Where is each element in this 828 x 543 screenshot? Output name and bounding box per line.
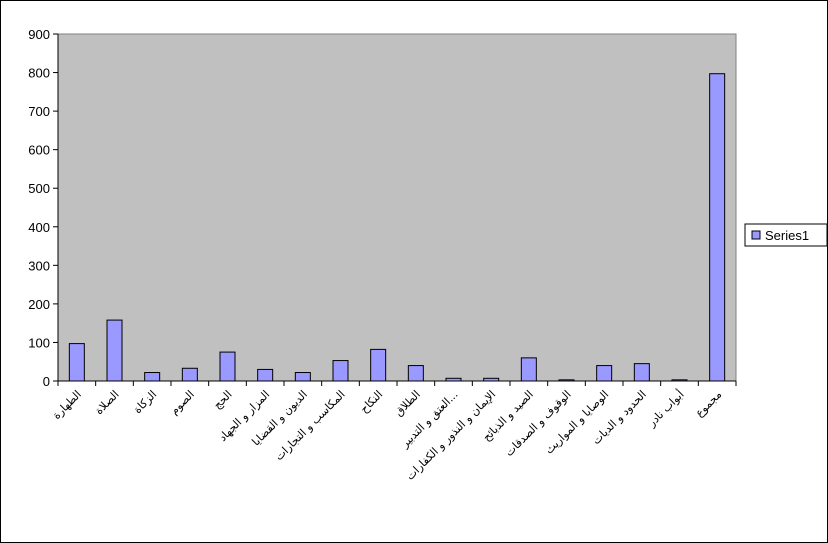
x-tick-label: أبواب نادر [644, 387, 687, 430]
legend-swatch [751, 230, 761, 240]
x-tick-label: الطهارة [50, 388, 84, 422]
bar [294, 372, 311, 382]
x-tick-label: الصوم [168, 388, 197, 417]
x-tick-label: الوقوف و الصدقات [503, 388, 574, 459]
bar [257, 368, 274, 382]
y-tick-label: 100 [28, 335, 50, 350]
x-tick-label: المكاسب و التجارات [272, 388, 347, 463]
bar [596, 365, 613, 382]
y-tick-label: 200 [28, 297, 50, 312]
x-tick-label: النكاح [358, 388, 386, 416]
bar [219, 351, 236, 382]
bar [370, 348, 387, 382]
x-tick-label: الطلاق [392, 388, 423, 419]
bar [106, 319, 123, 382]
bar [407, 365, 424, 382]
x-tick-label: مجموع [693, 388, 725, 420]
bar [709, 73, 726, 382]
y-tick-label: 400 [28, 220, 50, 235]
y-tick-label: 700 [28, 104, 50, 119]
bar [633, 363, 650, 382]
y-tick-label: 300 [28, 258, 50, 273]
y-tick-label: 800 [28, 66, 50, 81]
x-tick-label: الصلاة [92, 388, 121, 417]
legend-label: Series1 [765, 228, 809, 243]
y-tick-label: 0 [43, 374, 50, 389]
y-axis: 0 100 200 300 400 500 600 700 800 900 [28, 27, 59, 389]
bar [181, 367, 198, 382]
plot-area [57, 33, 737, 382]
bar [332, 360, 349, 382]
y-tick-label: 600 [28, 143, 50, 158]
bar [68, 343, 85, 382]
x-tick-label: الزكاة [131, 388, 159, 416]
bar [520, 357, 537, 382]
y-tick-label: 500 [28, 181, 50, 196]
bar [144, 372, 161, 382]
legend-box [744, 223, 827, 247]
y-tick-label: 900 [28, 27, 50, 42]
legend: Series1 [744, 223, 827, 247]
x-tick-label: الحج [211, 388, 235, 412]
